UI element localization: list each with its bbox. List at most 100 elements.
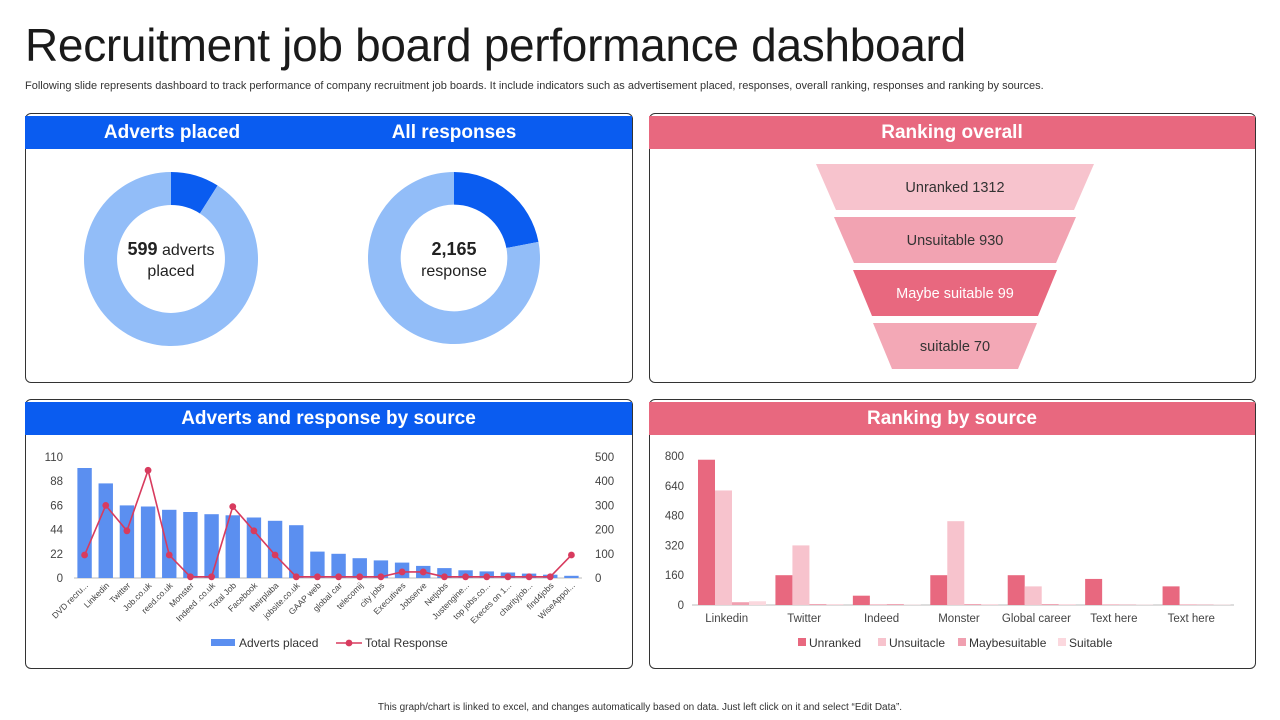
legend-swatch: [878, 638, 886, 646]
left-axis-tick: 44: [50, 525, 63, 537]
legend-response-label: Total Response: [365, 636, 448, 650]
category-label: Twitter: [787, 613, 821, 625]
total-response-point: [398, 568, 406, 576]
legend-label: Unranked: [809, 636, 861, 650]
total-response-point: [568, 551, 575, 559]
y-axis-tick: 160: [665, 570, 684, 582]
total-response-point: [102, 502, 110, 509]
total-response-point: [229, 503, 237, 511]
total-response-line: [83, 467, 572, 578]
y-axis-tick: 0: [678, 600, 684, 612]
ranking-bar: [1179, 604, 1197, 605]
total-response-point: [356, 573, 364, 581]
funnel-label-1: Unsuitable 930: [907, 233, 1004, 249]
y-axis-tick: 640: [665, 481, 684, 493]
legend-adverts-label: Adverts placed: [239, 636, 318, 650]
adverts-bar: [162, 509, 177, 578]
legend-swatch: [1058, 638, 1066, 646]
total-response-point: [441, 573, 448, 581]
adverts-bar: [246, 517, 262, 578]
adverts-donut-slice-0: [171, 172, 218, 214]
ranking-bar: [826, 604, 844, 605]
ranking-bar: [698, 459, 715, 605]
ranking-bar: [852, 595, 870, 605]
ranking-bar: [981, 604, 999, 605]
responses-caption: response: [421, 263, 487, 280]
legend-response-marker: [345, 639, 353, 647]
footer-note: This graph/chart is linked to excel, and…: [377, 702, 903, 713]
ranking-bar: [809, 604, 827, 605]
adverts-bar: [310, 551, 325, 578]
adverts-bar: [183, 512, 198, 578]
legend-swatch: [798, 638, 806, 646]
ranking-bar: [886, 604, 904, 605]
total-response-point: [377, 573, 385, 581]
adverts-caption: placed: [147, 263, 195, 280]
adverts-bar: [140, 506, 156, 578]
adverts-bar: [225, 515, 240, 578]
adverts-bar: [119, 505, 135, 578]
ranking-bar: [964, 604, 982, 605]
total-response-point: [462, 573, 469, 581]
legend-label: Maybesuitable: [969, 636, 1047, 650]
adverts-bar: [373, 560, 389, 578]
funnel-segment-1: [834, 217, 1076, 263]
ranking-bar: [749, 601, 766, 605]
total-response-point: [250, 527, 258, 535]
responses-donut-slice-0: [454, 172, 539, 249]
adverts-by-source-header: Adverts and response by source: [25, 402, 632, 435]
legend-label: Unsuitacle: [889, 636, 945, 650]
total-response-point: [525, 573, 533, 581]
left-axis-tick: 0: [57, 573, 63, 585]
adverts-bar: [289, 525, 304, 578]
adverts-bar: [267, 520, 283, 578]
adverts-donut-chart: [84, 172, 258, 346]
ranking-bar: [947, 521, 965, 605]
adverts-responses-header: [25, 116, 632, 149]
adverts-unit: adverts: [162, 242, 215, 259]
right-axis-tick: 100: [595, 549, 614, 561]
category-label: Indeed: [864, 613, 899, 625]
left-axis-tick: 88: [50, 476, 63, 488]
responses-donut-chart: [368, 172, 540, 344]
right-axis-tick: 200: [595, 525, 614, 537]
total-response-point: [314, 573, 321, 581]
total-response-point: [271, 551, 279, 559]
adverts-bar: [437, 568, 452, 578]
adverts-bar: [77, 468, 92, 578]
legend-swatch: [958, 638, 966, 646]
legend-label: Suitable: [1069, 636, 1113, 650]
total-response-point: [81, 551, 88, 559]
left-axis-tick: 66: [50, 500, 63, 512]
total-response-point: [165, 551, 173, 559]
total-response-point: [419, 568, 427, 576]
total-response-point: [144, 466, 152, 474]
ranking-bar: [792, 545, 810, 605]
adverts-bar: [331, 553, 346, 578]
total-response-point: [546, 573, 554, 581]
category-label: Global career: [1002, 613, 1071, 625]
category-label: Linkedin: [705, 613, 748, 625]
ranking-bar: [1102, 604, 1120, 605]
responses-center-label: 2,165 response: [394, 239, 514, 282]
adverts-value: 599: [127, 239, 158, 259]
right-axis-tick: 300: [595, 500, 614, 512]
funnel-segment-0: [816, 164, 1094, 210]
total-response-point: [483, 573, 491, 581]
category-label: Text here: [1090, 613, 1137, 625]
ranking-bar: [930, 575, 948, 605]
right-axis-tick: 400: [595, 476, 614, 488]
adverts-bar: [204, 514, 219, 578]
category-label: Text here: [1168, 613, 1215, 625]
ranking-bar: [1024, 586, 1042, 605]
ranking-bar: [869, 604, 887, 605]
ranking-funnel: Unranked 1312 Unsuitable 930 Maybe suitabl…: [816, 164, 1094, 369]
ranking-bar: [715, 490, 732, 605]
ranking-overall-header: Ranking overall: [649, 116, 1255, 149]
y-axis-tick: 480: [665, 511, 684, 523]
funnel-label-3: suitable 70: [920, 339, 990, 355]
total-response-point: [504, 573, 512, 581]
funnel-segment-2: [853, 270, 1057, 316]
page-title: Recruitment job board performance dashbo…: [25, 19, 966, 71]
total-response-point: [123, 527, 131, 535]
